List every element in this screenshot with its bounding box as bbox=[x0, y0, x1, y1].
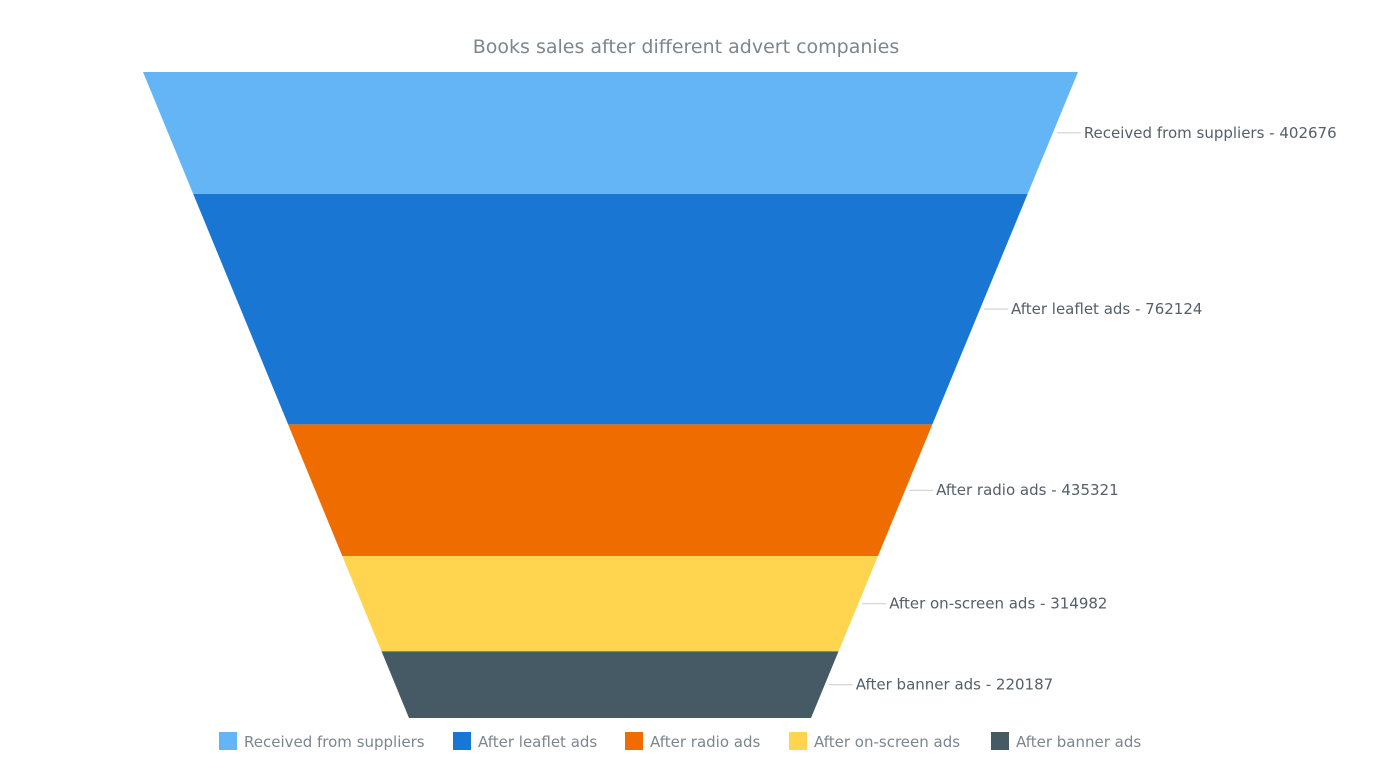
legend-label: After radio ads bbox=[650, 733, 760, 751]
funnel-segment[interactable] bbox=[342, 556, 878, 652]
legend-swatch bbox=[453, 732, 471, 750]
legend-item[interactable]: After radio ads bbox=[625, 732, 760, 751]
funnel-segment[interactable] bbox=[288, 424, 933, 557]
funnel-segment[interactable] bbox=[193, 193, 1028, 425]
legend-item[interactable]: After on-screen ads bbox=[789, 732, 960, 751]
label-connectors bbox=[828, 132, 1081, 686]
funnel-segments bbox=[143, 72, 1078, 718]
legend-label: Received from suppliers bbox=[244, 733, 425, 751]
legend-swatch bbox=[991, 732, 1009, 750]
legend-item[interactable]: After leaflet ads bbox=[453, 732, 597, 751]
legend: Received from suppliers After leaflet ads… bbox=[219, 732, 1141, 751]
point-label: After on-screen ads - 314982 bbox=[889, 595, 1107, 613]
point-labels: Received from suppliers - 402676 After le… bbox=[856, 124, 1337, 694]
point-label: After radio ads - 435321 bbox=[936, 481, 1119, 499]
point-label: After banner ads - 220187 bbox=[856, 676, 1053, 694]
point-label: After leaflet ads - 762124 bbox=[1011, 300, 1202, 318]
legend-item[interactable]: Received from suppliers bbox=[219, 732, 425, 751]
legend-swatch bbox=[789, 732, 807, 750]
point-label: Received from suppliers - 402676 bbox=[1084, 124, 1337, 142]
legend-label: After leaflet ads bbox=[478, 733, 597, 751]
legend-label: After banner ads bbox=[1016, 733, 1141, 751]
legend-swatch bbox=[625, 732, 643, 750]
legend-item[interactable]: After banner ads bbox=[991, 732, 1141, 751]
chart-title: Books sales after different advert compa… bbox=[473, 36, 900, 58]
funnel-segment[interactable] bbox=[381, 651, 839, 718]
legend-swatch bbox=[219, 732, 237, 750]
legend-label: After on-screen ads bbox=[814, 733, 960, 751]
funnel-segment[interactable] bbox=[143, 72, 1078, 194]
